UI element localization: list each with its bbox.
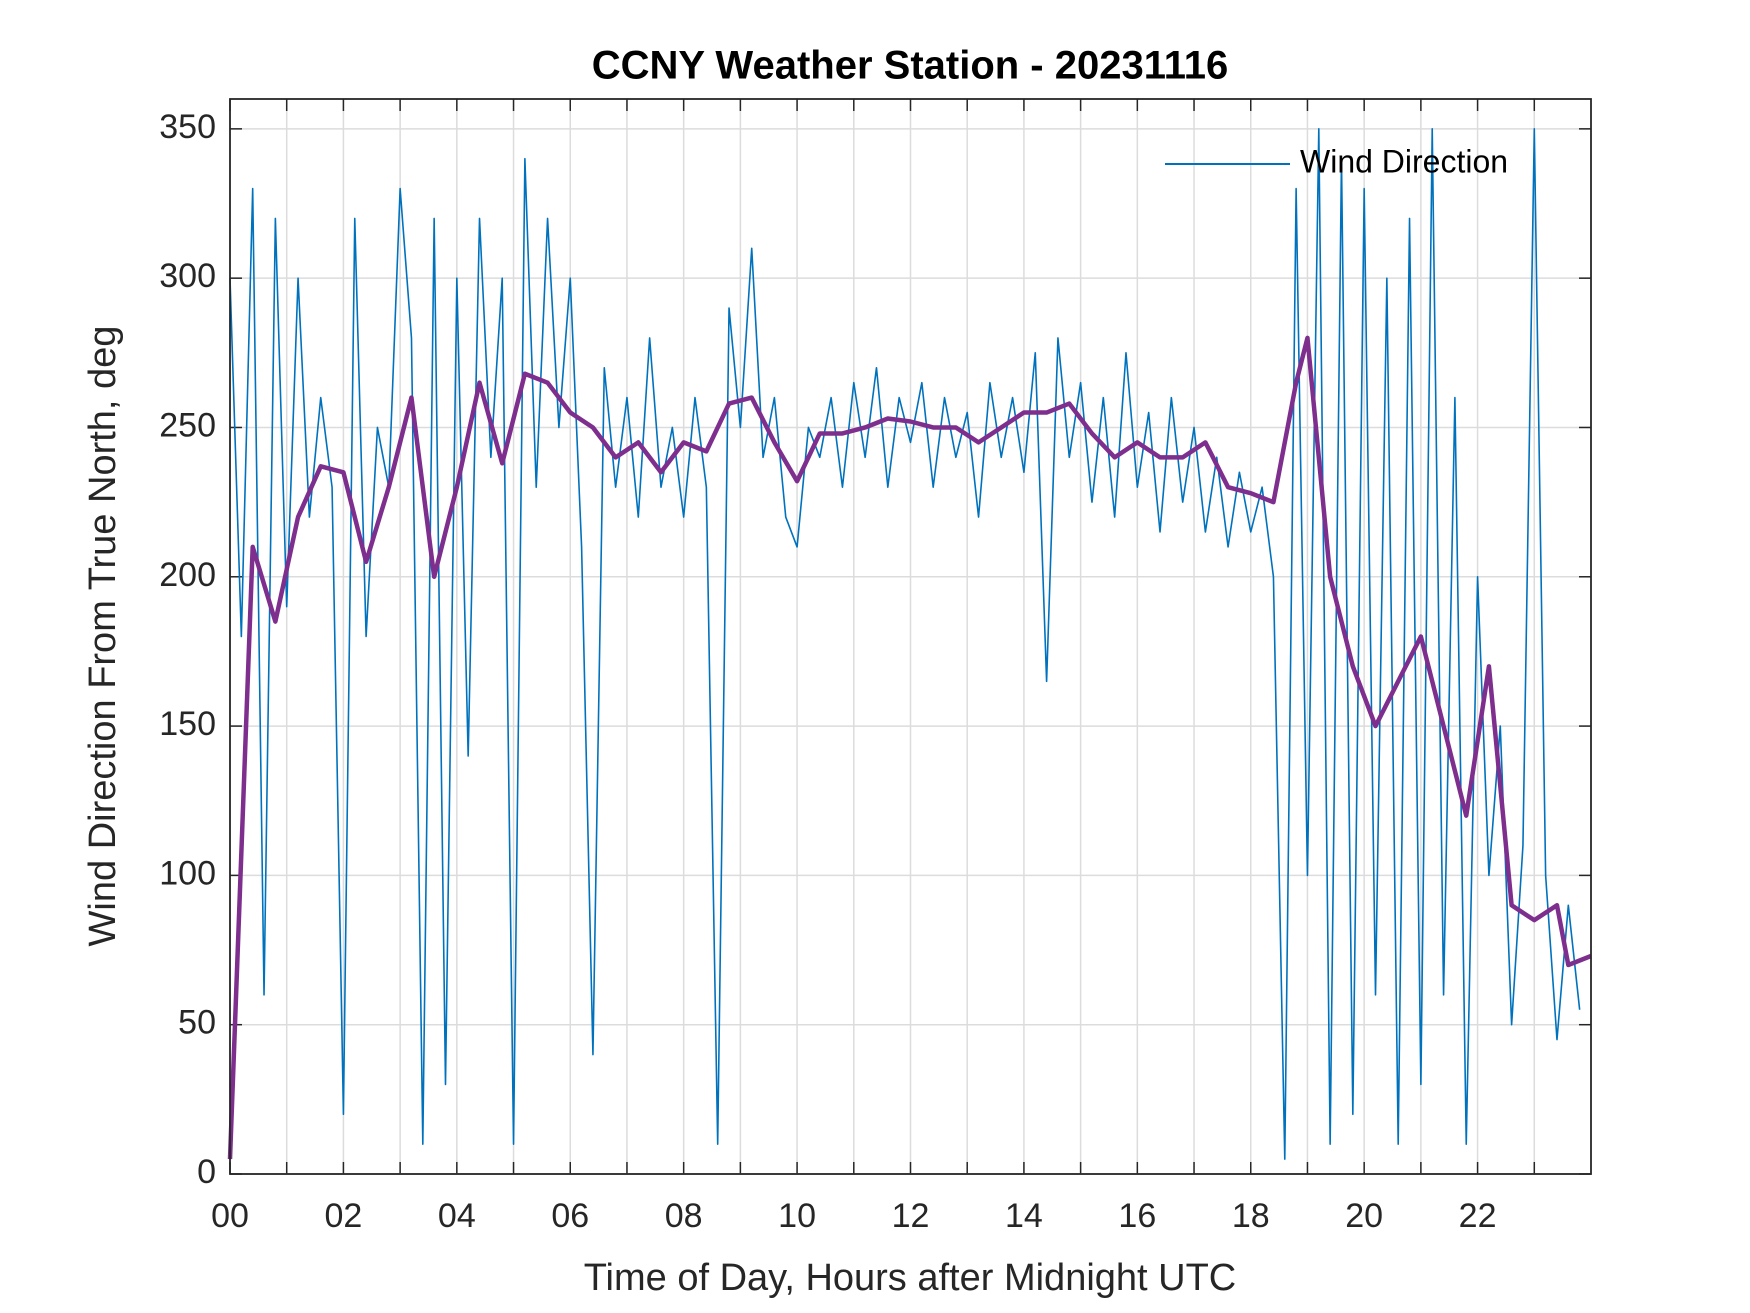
x-tick-label: 10 [778, 1197, 816, 1235]
x-tick-label: 06 [551, 1197, 589, 1235]
y-tick-label: 250 [159, 406, 216, 444]
x-tick-label: 12 [892, 1197, 930, 1235]
y-tick-label: 150 [159, 705, 216, 743]
x-tick-label: 18 [1232, 1197, 1270, 1235]
x-tick-label: 22 [1459, 1197, 1497, 1235]
y-tick-label: 100 [159, 854, 216, 892]
legend-label: Wind Direction [1300, 143, 1508, 179]
y-tick-label: 300 [159, 257, 216, 295]
chart-title: CCNY Weather Station - 20231116 [592, 44, 1229, 88]
data-line [227, 335, 1592, 1160]
y-tick-label: 0 [197, 1153, 216, 1191]
x-tick-label: 20 [1345, 1197, 1383, 1235]
x-tick-label: 16 [1118, 1197, 1156, 1235]
data-line [229, 128, 1581, 1160]
x-tick-label: 02 [325, 1197, 363, 1235]
axes-box [229, 98, 1592, 1175]
x-axis-label: Time of Day, Hours after Midnight UTC [584, 1257, 1237, 1299]
y-axis-label: Wind Direction From True North, deg [82, 326, 124, 947]
y-tick-label: 50 [178, 1004, 216, 1042]
x-tick-label: 14 [1005, 1197, 1043, 1235]
x-tick-label: 04 [438, 1197, 476, 1235]
x-tick-label: 00 [211, 1197, 249, 1235]
y-tick-label: 350 [159, 108, 216, 146]
x-tick-label: 08 [665, 1197, 703, 1235]
y-tick-label: 200 [159, 556, 216, 594]
